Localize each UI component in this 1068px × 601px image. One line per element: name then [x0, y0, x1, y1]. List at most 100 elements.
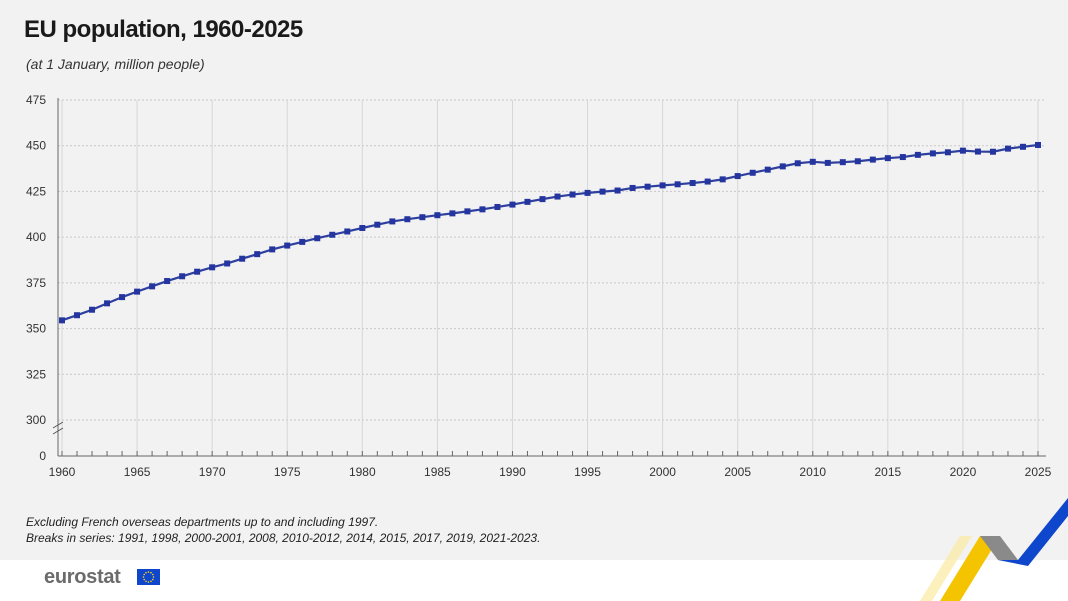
y-tick-label: 400 — [26, 230, 46, 244]
x-tick-label: 1960 — [49, 465, 76, 479]
axis-break-icon — [52, 421, 64, 435]
data-point — [959, 147, 966, 154]
data-point — [1035, 141, 1041, 148]
data-point — [1004, 145, 1011, 152]
data-point — [254, 251, 261, 258]
x-tick-label: 1990 — [499, 465, 526, 479]
data-point — [914, 151, 921, 158]
data-point — [494, 203, 501, 210]
data-point — [974, 148, 981, 155]
data-point — [824, 159, 831, 166]
chart-notes: Excluding French overseas departments up… — [26, 514, 540, 546]
eu-flag-icon — [137, 569, 160, 585]
data-point — [884, 155, 891, 162]
data-point — [689, 180, 696, 187]
data-point — [839, 159, 846, 166]
data-point — [89, 306, 96, 313]
data-point — [374, 221, 381, 228]
data-point — [284, 242, 291, 249]
data-point — [899, 154, 906, 161]
data-point — [74, 312, 81, 319]
data-point — [749, 169, 756, 176]
y-tick-label: 350 — [26, 322, 46, 336]
chart-subtitle: (at 1 January, million people) — [26, 56, 205, 72]
data-point — [869, 156, 876, 163]
x-tick-label: 2005 — [724, 465, 751, 479]
data-point — [224, 260, 231, 267]
data-point — [809, 158, 816, 165]
data-point — [389, 218, 396, 225]
x-tick-label: 2000 — [649, 465, 676, 479]
data-point — [734, 173, 741, 180]
data-point — [149, 283, 156, 290]
data-point — [779, 163, 786, 170]
note-breaks: Breaks in series: 1991, 1998, 2000-2001,… — [26, 531, 541, 545]
data-point — [119, 294, 126, 301]
data-point — [59, 317, 65, 324]
data-point — [794, 160, 801, 167]
data-point — [1019, 143, 1026, 150]
x-tick-label: 1980 — [349, 465, 376, 479]
x-tick-label: 2020 — [950, 465, 977, 479]
data-point — [449, 210, 456, 217]
data-point — [104, 300, 111, 307]
data-point — [209, 264, 216, 271]
y-tick-label: 0 — [39, 449, 46, 463]
series-line — [61, 143, 1039, 322]
y-tick-label: 450 — [26, 139, 46, 153]
y-tick-label: 300 — [26, 413, 46, 427]
data-point — [929, 150, 936, 157]
data-point — [644, 183, 651, 190]
data-point — [629, 184, 636, 191]
data-point — [674, 181, 681, 188]
x-tick-label: 2015 — [874, 465, 901, 479]
data-point — [719, 176, 726, 183]
data-point — [554, 193, 561, 200]
data-point — [659, 182, 666, 189]
data-point — [764, 166, 771, 173]
y-tick-label: 375 — [26, 276, 46, 290]
data-point — [614, 187, 621, 194]
data-point — [134, 288, 141, 295]
data-point — [989, 148, 996, 155]
y-tick-label: 325 — [26, 367, 46, 381]
data-point — [404, 216, 411, 223]
data-point — [239, 255, 246, 262]
data-point — [269, 246, 276, 253]
data-point — [524, 198, 531, 205]
data-point — [584, 189, 591, 196]
eurostat-logo: eurostat — [44, 566, 121, 588]
x-tick-label: 1970 — [199, 465, 226, 479]
data-point — [314, 235, 321, 242]
data-point — [509, 201, 516, 208]
data-point — [944, 149, 951, 156]
data-point — [419, 214, 426, 221]
data-point — [854, 158, 861, 165]
data-point — [179, 273, 186, 280]
footer-bar — [0, 560, 1068, 601]
decorative-stripes — [920, 498, 1068, 601]
x-tick-label: 2025 — [1025, 465, 1052, 479]
x-tick-label: 1975 — [274, 465, 301, 479]
chart-title: EU population, 1960-2025 — [24, 16, 303, 43]
data-point — [359, 225, 366, 231]
data-point — [539, 196, 546, 203]
data-point — [434, 212, 441, 219]
data-point — [479, 206, 486, 213]
data-point — [599, 188, 606, 195]
data-point — [344, 228, 351, 235]
x-tick-label: 1995 — [574, 465, 601, 479]
data-point — [194, 268, 201, 275]
x-tick-label: 1985 — [424, 465, 451, 479]
y-tick-label: 425 — [26, 184, 46, 198]
x-tick-label: 2010 — [799, 465, 826, 479]
data-point — [329, 231, 336, 238]
note-coverage: Excluding French overseas departments up… — [26, 515, 379, 529]
data-point — [299, 238, 306, 245]
data-point — [704, 178, 711, 185]
data-point — [164, 278, 171, 285]
x-tick-label: 1965 — [124, 465, 151, 479]
y-tick-label: 475 — [26, 93, 46, 107]
data-point — [464, 208, 471, 215]
